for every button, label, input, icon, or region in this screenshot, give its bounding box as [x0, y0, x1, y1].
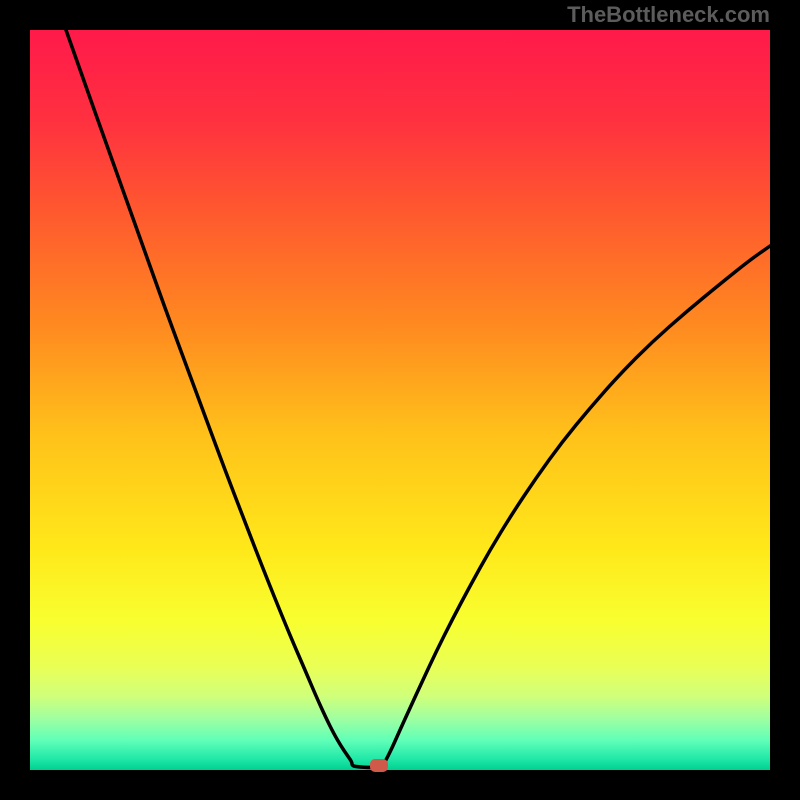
chart-frame: TheBottleneck.com [0, 0, 800, 800]
plot-area [30, 30, 770, 770]
bottleneck-curve [30, 30, 770, 770]
watermark-text: TheBottleneck.com [567, 2, 770, 28]
optimal-point-marker [370, 759, 388, 772]
